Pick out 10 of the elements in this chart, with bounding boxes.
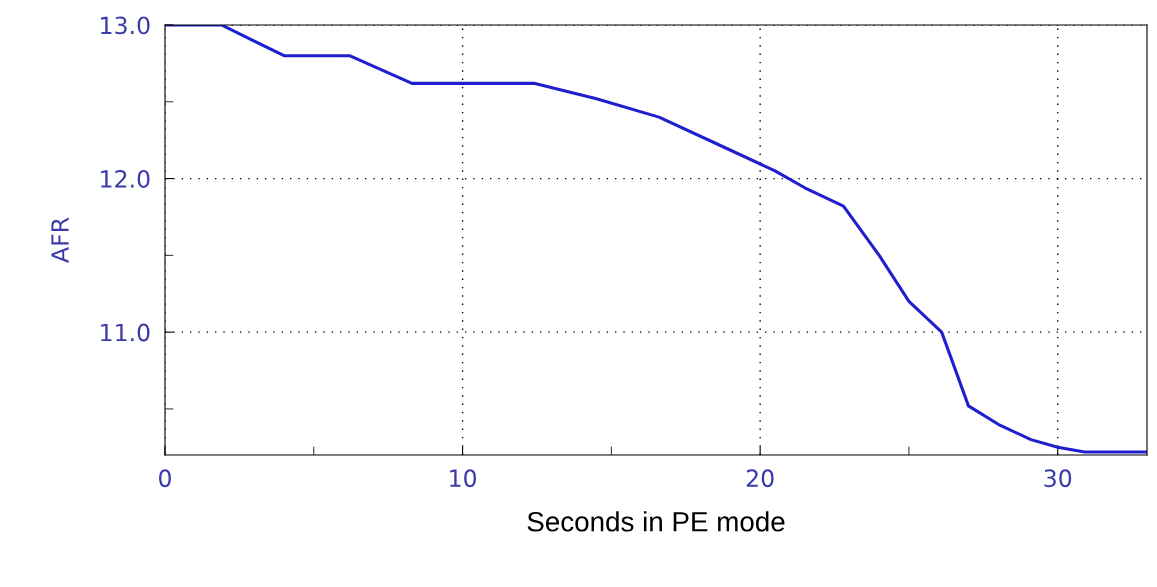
line-series xyxy=(165,25,1147,454)
x-tick-label: 20 xyxy=(746,469,774,488)
x-axis-title: Seconds in PE mode xyxy=(527,511,785,532)
x-tick-label: 10 xyxy=(450,469,477,488)
y-tick-label: 13.0 xyxy=(101,16,150,35)
y-tick-label: 11.0 xyxy=(101,323,150,342)
x-tick-label: 30 xyxy=(1044,469,1072,488)
x-tick-label: 0 xyxy=(159,469,171,488)
y-axis-title: AFR xyxy=(51,217,69,263)
y-tick-label: 12.0 xyxy=(101,170,150,188)
